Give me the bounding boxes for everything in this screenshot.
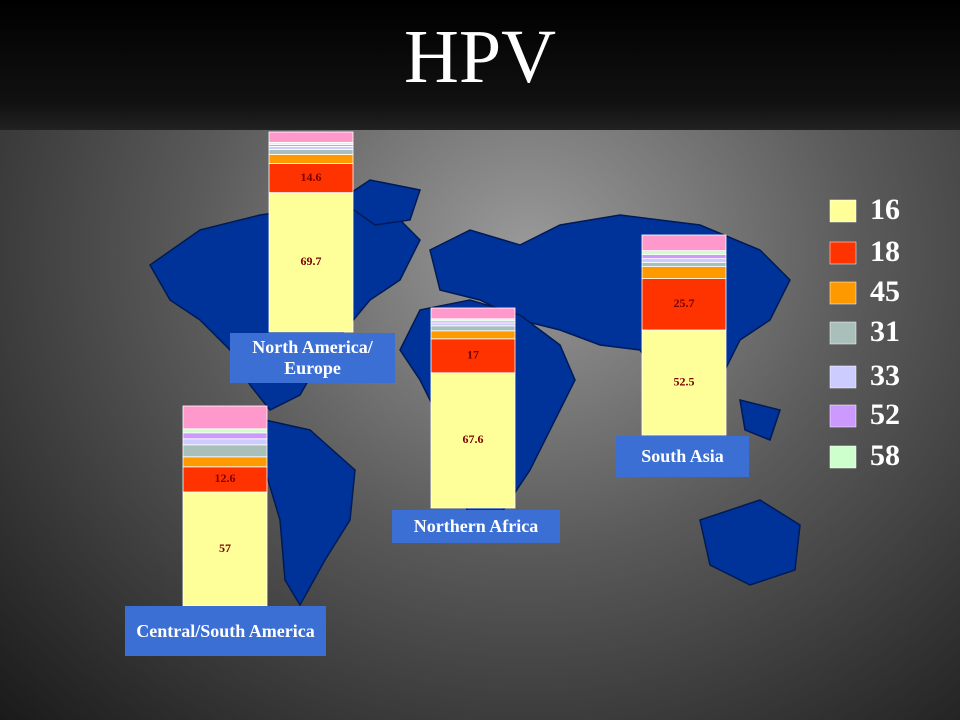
bar-segment — [182, 438, 268, 446]
bar-segment — [182, 491, 268, 607]
legend-label: 33 — [870, 359, 900, 392]
bar-segment — [182, 432, 268, 440]
data-label: 12.6 — [215, 471, 236, 485]
title-bar — [0, 0, 960, 130]
bar-segment — [182, 444, 268, 458]
legend-label: 16 — [870, 193, 900, 226]
bar-segment — [430, 330, 516, 340]
bar-segment — [430, 307, 516, 320]
bar-segment — [430, 325, 516, 332]
legend-swatch — [829, 241, 857, 265]
bar-segment — [430, 338, 516, 374]
region-label: Central/South America — [125, 606, 326, 656]
bar-segment — [268, 162, 354, 193]
bar-segment — [641, 258, 727, 264]
legend-swatch — [829, 365, 857, 389]
bar-segment — [182, 428, 268, 434]
chart-title: HPV — [403, 15, 557, 99]
bar-segment — [430, 372, 516, 509]
legend-swatch — [829, 281, 857, 305]
bar-segment — [430, 322, 516, 327]
data-label: 14.6 — [301, 170, 322, 184]
bar-segment — [641, 234, 727, 252]
data-label: 67.6 — [463, 432, 484, 446]
legend-swatch — [829, 445, 857, 469]
data-label: 57 — [219, 541, 231, 555]
legend-label: 18 — [870, 235, 900, 268]
region-label: North America/ Europe — [230, 333, 395, 383]
legend-swatch — [829, 199, 857, 223]
legend-swatch — [829, 404, 857, 428]
legend-label: 58 — [870, 439, 900, 472]
legend-label: 31 — [870, 315, 900, 348]
bar-segment — [641, 262, 727, 268]
bar-segment — [268, 131, 354, 143]
bar-segment — [268, 192, 354, 333]
bar-segment — [268, 153, 354, 164]
data-label: 17 — [467, 348, 479, 362]
bar-segment — [268, 145, 354, 150]
bar-segment — [268, 148, 354, 155]
data-label: 69.7 — [301, 254, 322, 268]
bar-segment — [641, 266, 727, 280]
bar-segment — [182, 456, 268, 468]
region-label: South Asia — [616, 436, 749, 477]
bar-segment — [182, 405, 268, 430]
bar-segment — [641, 254, 727, 260]
bar-segment — [641, 329, 727, 436]
region-label: Northern Africa — [392, 510, 560, 543]
data-label: 52.5 — [674, 374, 695, 388]
data-label: 25.7 — [674, 296, 695, 310]
legend-label: 45 — [870, 275, 900, 308]
legend-swatch — [829, 321, 857, 345]
legend-label: 52 — [870, 398, 900, 431]
bar-segment — [641, 250, 727, 256]
